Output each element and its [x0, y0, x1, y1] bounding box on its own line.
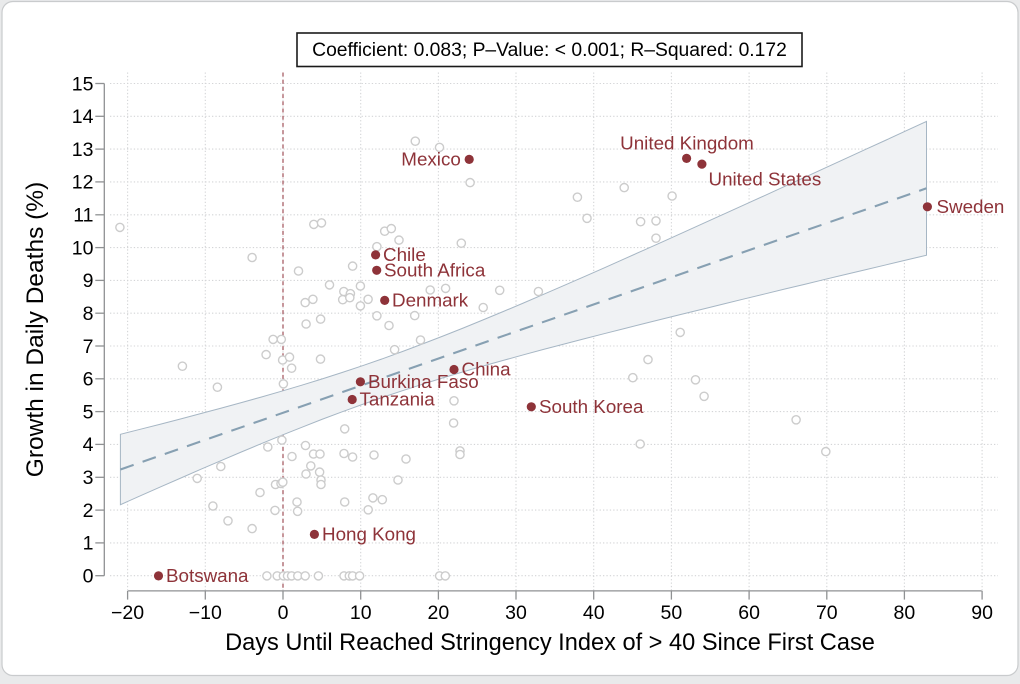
svg-text:South Africa: South Africa — [384, 260, 486, 281]
svg-text:Mexico: Mexico — [401, 149, 461, 170]
svg-text:1: 1 — [83, 533, 94, 555]
svg-text:9: 9 — [83, 270, 94, 292]
svg-text:−10: −10 — [189, 602, 222, 624]
svg-text:80: 80 — [894, 602, 916, 624]
svg-text:13: 13 — [72, 139, 94, 161]
svg-text:Chile: Chile — [383, 244, 426, 265]
svg-text:90: 90 — [971, 602, 993, 624]
svg-text:3: 3 — [83, 467, 94, 489]
svg-text:Tanzania: Tanzania — [360, 389, 436, 410]
svg-text:5: 5 — [83, 401, 94, 423]
svg-text:6: 6 — [83, 369, 94, 391]
svg-text:United States: United States — [709, 169, 822, 190]
svg-text:Growth in Daily Deaths (%): Growth in Daily Deaths (%) — [22, 182, 49, 477]
svg-text:Denmark: Denmark — [392, 290, 469, 311]
svg-text:United Kingdom: United Kingdom — [620, 133, 754, 154]
svg-text:0: 0 — [83, 566, 94, 588]
svg-text:Botswana: Botswana — [166, 565, 249, 586]
svg-text:Sweden: Sweden — [937, 196, 1005, 217]
svg-text:10: 10 — [350, 602, 372, 624]
svg-text:20: 20 — [428, 602, 450, 624]
svg-text:7: 7 — [83, 336, 94, 358]
svg-text:70: 70 — [816, 602, 838, 624]
svg-text:15: 15 — [72, 73, 94, 95]
svg-text:40: 40 — [583, 602, 605, 624]
svg-text:11: 11 — [73, 205, 93, 227]
svg-text:−20: −20 — [111, 602, 144, 624]
svg-text:60: 60 — [738, 602, 760, 624]
svg-text:14: 14 — [72, 106, 94, 128]
svg-text:12: 12 — [72, 172, 94, 194]
svg-text:Burkina Faso: Burkina Faso — [368, 371, 479, 392]
svg-text:2: 2 — [83, 500, 94, 522]
svg-text:Coefficient: 0.083; P–Value: <: Coefficient: 0.083; P–Value: < 0.001; R–… — [312, 40, 787, 61]
svg-text:50: 50 — [661, 602, 683, 624]
svg-text:Days Until Reached Stringency: Days Until Reached Stringency Index of >… — [225, 630, 875, 656]
svg-text:Hong Kong: Hong Kong — [322, 524, 416, 545]
svg-text:China: China — [462, 359, 512, 380]
svg-text:0: 0 — [278, 602, 289, 624]
svg-text:30: 30 — [505, 602, 527, 624]
svg-text:10: 10 — [72, 237, 94, 259]
svg-text:4: 4 — [83, 434, 94, 456]
svg-text:South Korea: South Korea — [539, 396, 644, 417]
svg-text:8: 8 — [83, 303, 94, 325]
